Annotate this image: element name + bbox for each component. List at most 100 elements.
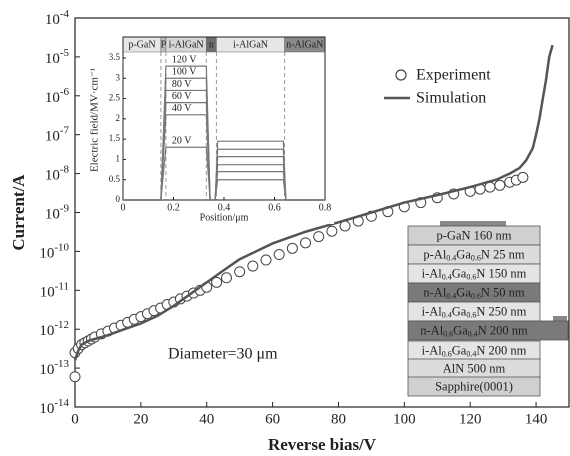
inset-y-tick-label: 3.5	[109, 52, 121, 62]
tick-exponent: -9	[60, 202, 70, 214]
data-point	[300, 237, 312, 249]
layer-text: Ga	[452, 266, 467, 280]
tick-base: 10	[45, 12, 60, 28]
subscript: 0.6	[471, 291, 481, 300]
tick-base: 10	[45, 207, 60, 223]
y-tick-label: 10-5	[45, 46, 70, 67]
field-label: 120 V	[172, 54, 197, 65]
layer-text: N 200 nm	[478, 323, 528, 337]
tick-exponent: -11	[55, 280, 69, 292]
layer-text: N 50 nm	[481, 285, 525, 299]
annotation: Diameter=30 μm	[168, 346, 278, 363]
tick-exponent: -5	[60, 46, 70, 58]
tick-base: 10	[39, 246, 54, 262]
tick-exponent: -14	[54, 397, 69, 409]
data-point	[247, 260, 259, 272]
y-tick-label: 10-13	[39, 358, 69, 379]
subscript: 0.4	[446, 291, 456, 300]
data-point	[313, 231, 325, 243]
inset-y-tick-label: 1	[116, 153, 121, 163]
inset-x-tick-label: 0.4	[218, 202, 231, 213]
layer-text: Ga	[452, 343, 467, 357]
layer-text: Ga	[452, 304, 467, 318]
tick-base: 10	[40, 285, 55, 301]
inset-y-tick-label: 3	[116, 72, 121, 82]
data-point	[273, 249, 285, 261]
layer-text: N 200 nm	[476, 343, 526, 357]
data-point	[326, 225, 338, 237]
subscript: 0.6	[443, 329, 453, 338]
layer-text: p-GaN 160 nm	[437, 228, 512, 242]
data-line	[73, 44, 554, 361]
legend-label: Experiment	[416, 67, 491, 84]
top-contact	[440, 221, 506, 226]
layer-text: N 25 nm	[481, 247, 525, 261]
field-label: 80 V	[172, 79, 192, 90]
tick-exponent: -12	[54, 319, 69, 331]
tick-base: 10	[39, 324, 54, 340]
subscript: 0.4	[442, 272, 452, 281]
inset-y-tick-label: 0	[116, 194, 121, 204]
layer-label: i-Al0.4Ga0.6N 250 nm	[422, 304, 527, 319]
region-label: n	[209, 39, 214, 50]
layer-label: n-Al0.6Ga0.4N 200 nm	[420, 323, 528, 338]
layer-text: p-Al	[423, 247, 446, 261]
subscript: 0.4	[442, 310, 452, 319]
layer-label: i-Al0.6Ga0.4N 200 nm	[422, 343, 527, 358]
field-label: 60 V	[172, 91, 192, 102]
region-label: P	[161, 39, 167, 50]
layer-label: p-GaN 160 nm	[437, 228, 512, 242]
layer	[407, 376, 541, 397]
layer-label: i-Al0.4Ga0.6N 150 nm	[422, 266, 527, 281]
tick-exponent: -7	[60, 124, 70, 136]
layer	[407, 320, 569, 341]
tick-base: 10	[45, 90, 60, 106]
layer-text: n-Al	[420, 323, 443, 337]
field-label: 20 V	[172, 136, 192, 147]
y-axis-label: Current/A	[9, 174, 28, 251]
data-point	[517, 171, 529, 183]
y-tick-label: 10-12	[39, 319, 69, 340]
region-label: i-AlGaN	[169, 39, 204, 50]
x-tick-label: 140	[525, 411, 548, 427]
field-line	[123, 146, 325, 201]
y-tick-label: 10-6	[45, 85, 70, 106]
tick-base: 10	[39, 363, 54, 379]
x-tick-label: 0	[71, 411, 79, 427]
data-point	[494, 179, 506, 191]
y-tick-label: 10-7	[45, 124, 70, 145]
tick-exponent: -13	[54, 358, 69, 370]
y-tick-label: 10-11	[40, 280, 69, 301]
layer-label: AlN 500 nm	[443, 361, 506, 375]
data-point	[234, 266, 246, 278]
y-tick-label: 10-9	[45, 202, 70, 223]
x-tick-label: 20	[133, 411, 148, 427]
subscript: 0.6	[442, 349, 452, 358]
layer-text: n-Al	[423, 285, 446, 299]
subscript: 0.6	[471, 253, 481, 262]
x-axis-label: Reverse bias/V	[268, 435, 377, 454]
layer-text: i-Al	[422, 266, 443, 280]
data-point	[260, 254, 272, 266]
inset-x-tick-label: 0.2	[167, 202, 180, 213]
tick-base: 10	[39, 401, 54, 417]
tick-base: 10	[45, 129, 60, 145]
subscript: 0.4	[466, 349, 476, 358]
x-tick-label: 40	[199, 411, 214, 427]
inset-background	[84, 28, 334, 224]
inset-y-tick-label: 0.5	[109, 174, 121, 184]
subscript: 0.6	[466, 310, 476, 319]
subscript: 0.4	[468, 329, 478, 338]
data-point	[211, 276, 223, 288]
field-label: 40 V	[172, 103, 192, 114]
inset-y-tick-label: 2	[116, 113, 121, 123]
layer-label: Sapphire(0001)	[435, 379, 513, 393]
layer-label: p-Al0.4Ga0.6N 25 nm	[423, 247, 525, 262]
inset-x-tick-label: 0	[121, 202, 126, 213]
layer-text: N 150 nm	[476, 266, 526, 280]
inset-y-tick-label: 1.5	[109, 133, 121, 143]
legend-label: Simulation	[416, 90, 486, 107]
region-label: i-AlGaN	[233, 39, 268, 50]
inset-y-label: Electric field/MV·cm⁻¹	[89, 68, 101, 172]
tick-exponent: -6	[60, 85, 70, 97]
